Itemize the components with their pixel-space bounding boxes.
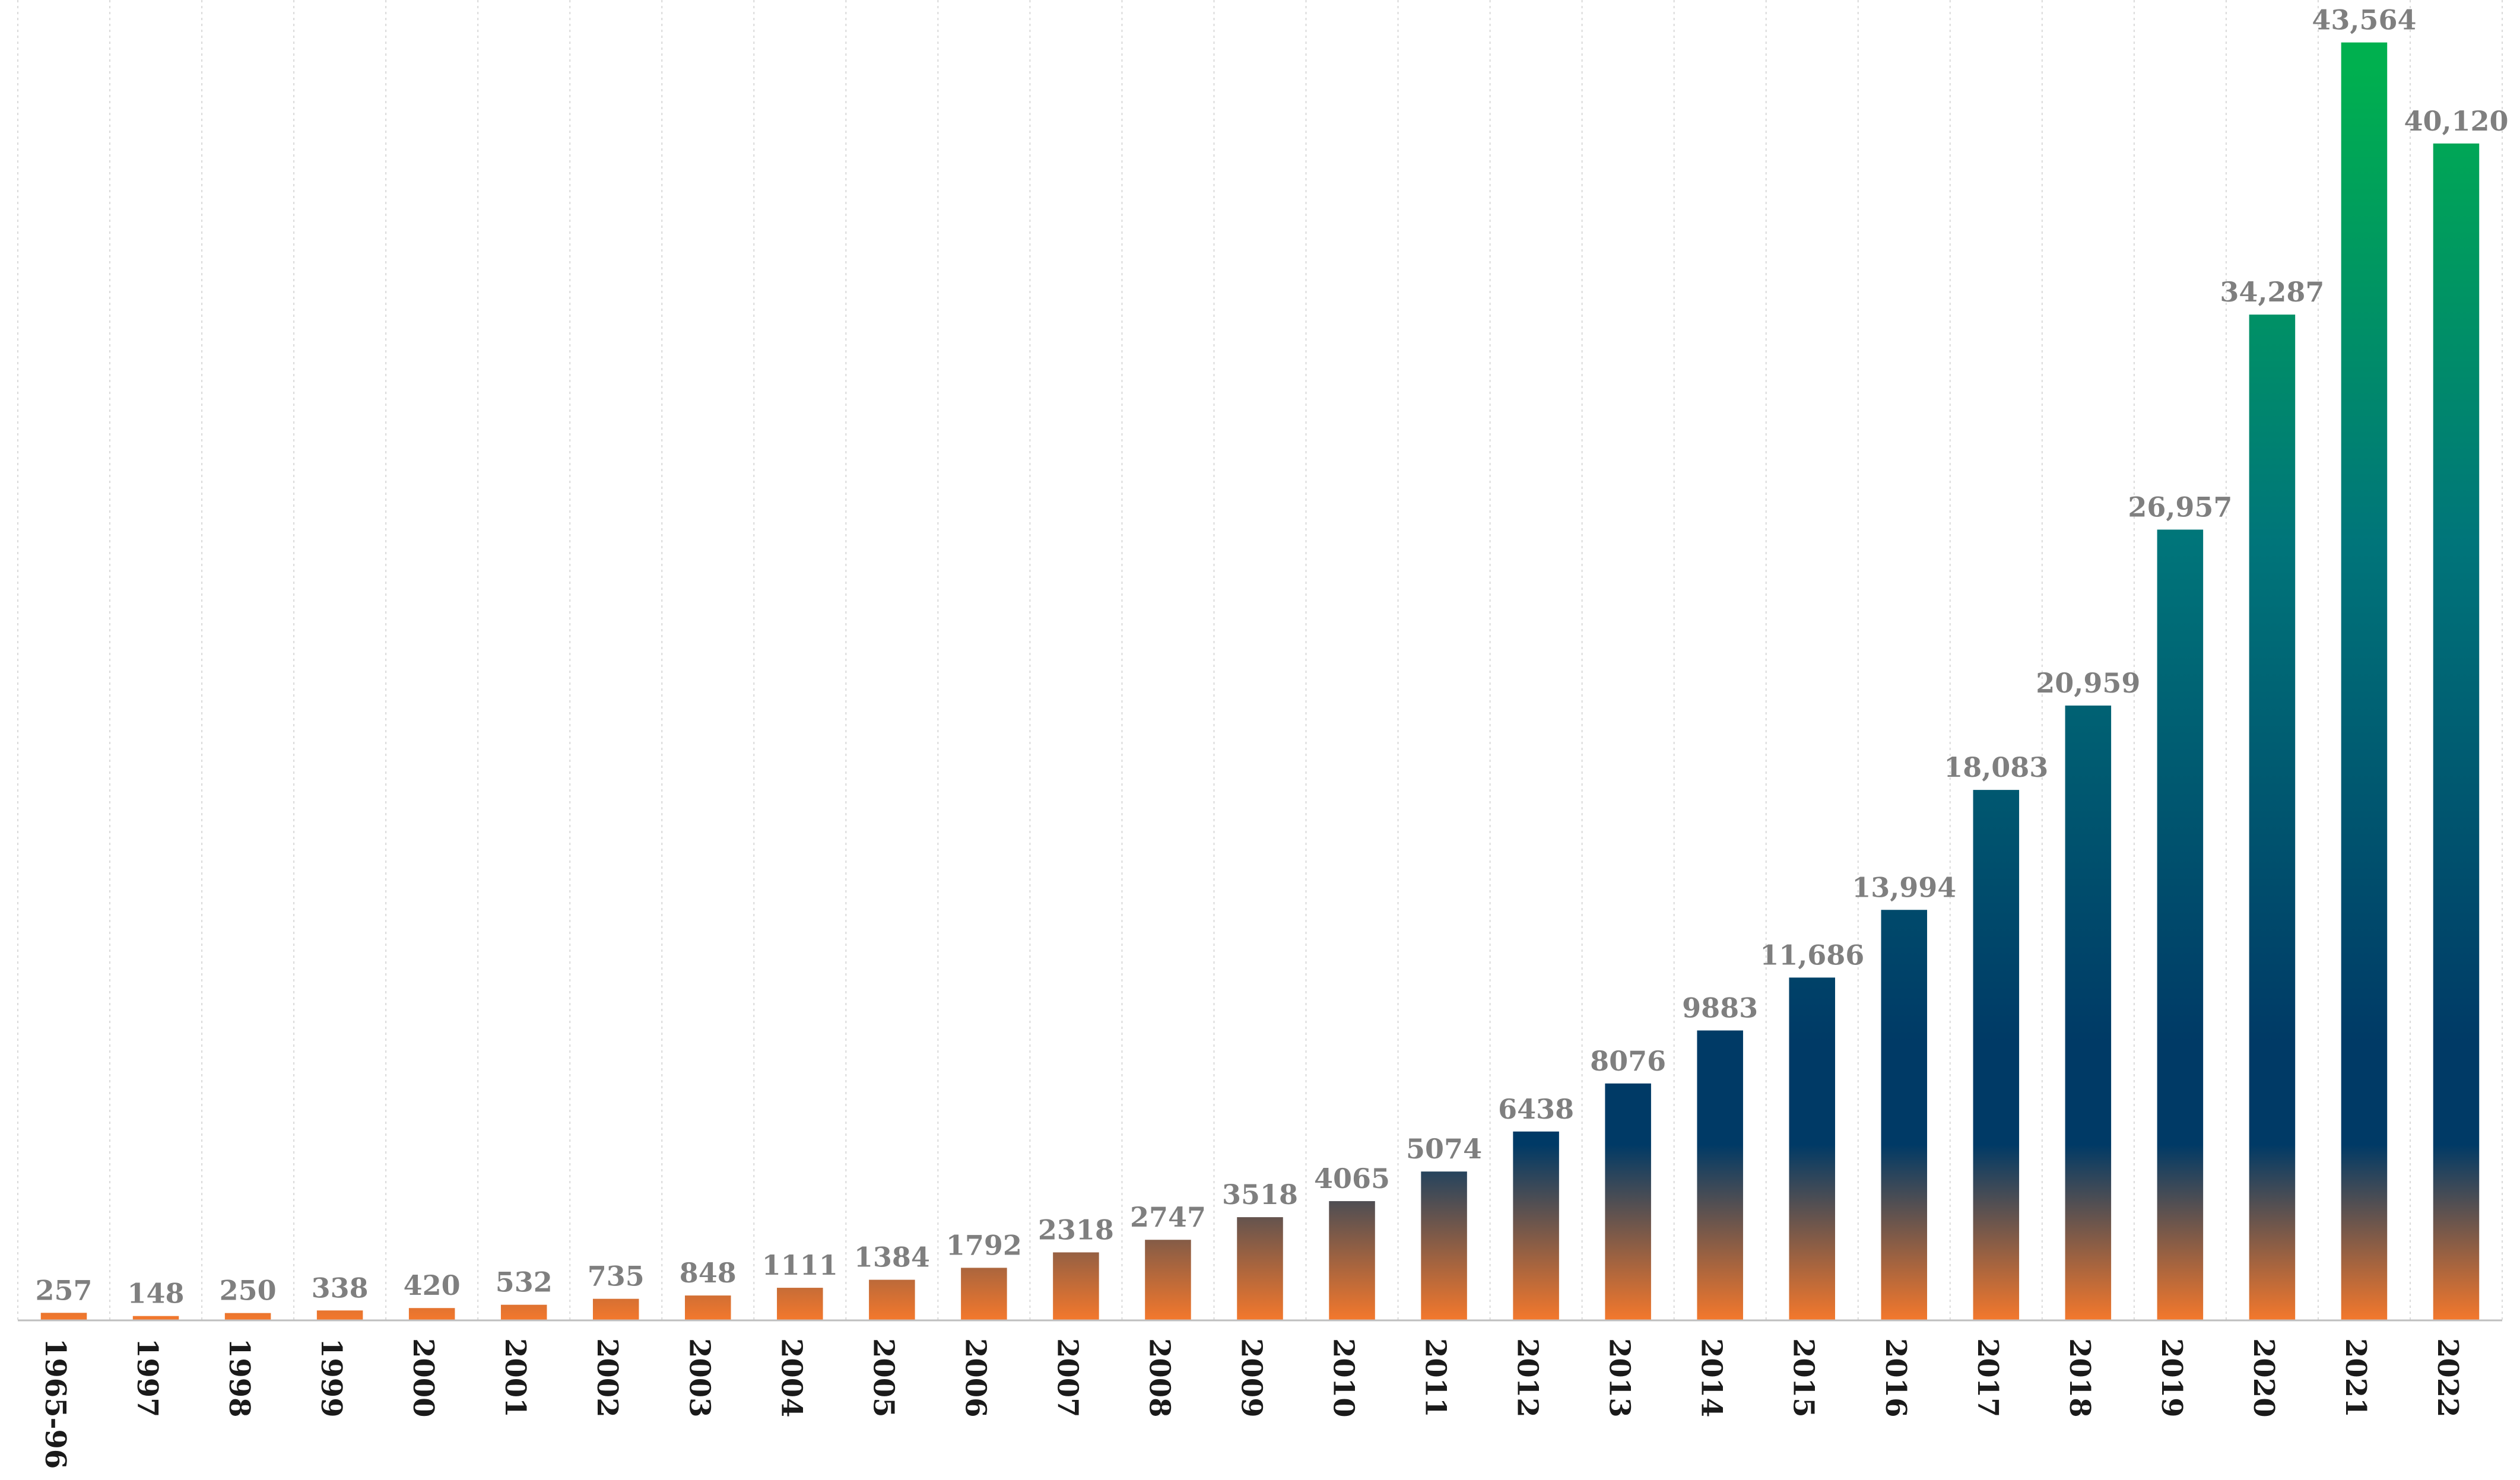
value-label: 4065	[1314, 1163, 1390, 1195]
x-tick-label: 2005	[867, 1338, 900, 1418]
bar-2000	[408, 1308, 455, 1320]
bar-1998	[224, 1313, 271, 1320]
value-label: 250	[220, 1275, 277, 1307]
bars	[40, 42, 2480, 1321]
bar-2011	[1421, 1171, 1467, 1320]
value-labels: 257 148 250 338 420 532 735 848 1111 1384 1792 2318…	[36, 4, 2509, 1310]
value-label: 1792	[946, 1229, 1022, 1261]
x-tick-label: 2009	[1235, 1338, 1268, 1418]
value-label: 18,083	[1944, 751, 2048, 783]
bar-2009	[1237, 1217, 1283, 1320]
value-label: 338	[312, 1272, 369, 1304]
x-tick-label: 2006	[959, 1338, 992, 1418]
x-tick-label: 2008	[1142, 1338, 1176, 1418]
x-tick-label: 2019	[2155, 1338, 2188, 1418]
x-axis-tick-labels: 1965-96 1997 1998 1999 2000 2001 2002 2003 2004 2…	[39, 1338, 2464, 1469]
bar-2017	[1973, 790, 2020, 1320]
bar-2007	[1053, 1252, 1099, 1320]
x-tick-label: 2010	[1327, 1338, 1360, 1418]
x-tick-label: 2016	[1879, 1338, 1912, 1418]
bar-2015	[1789, 977, 1835, 1320]
bar-2018	[2065, 705, 2112, 1320]
value-label: 1384	[854, 1241, 930, 1273]
x-tick-label: 2015	[1787, 1338, 1820, 1418]
value-label: 148	[128, 1278, 185, 1310]
bar-2012	[1513, 1131, 1559, 1320]
bar-2008	[1145, 1240, 1191, 1320]
x-tick-label: 2021	[2339, 1338, 2372, 1418]
bar-1965-96	[40, 1313, 87, 1320]
x-tick-label: 1965-96	[39, 1338, 72, 1469]
x-tick-label: 2001	[499, 1338, 532, 1418]
value-label: 34,287	[2220, 276, 2324, 308]
x-tick-label: 2012	[1511, 1338, 1544, 1418]
x-tick-label: 2002	[591, 1338, 624, 1418]
value-label: 848	[680, 1257, 737, 1289]
bar-1999	[316, 1310, 363, 1320]
bar-2020	[2249, 315, 2296, 1320]
value-label: 1111	[762, 1249, 838, 1281]
x-tick-label: 1999	[315, 1338, 348, 1418]
bar-1997	[132, 1316, 179, 1320]
bar-2014	[1697, 1030, 1743, 1320]
x-tick-label: 2000	[407, 1338, 440, 1418]
x-tick-label: 2022	[2431, 1338, 2464, 1418]
value-label: 257	[36, 1274, 93, 1306]
value-label: 735	[588, 1260, 645, 1292]
bar-2010	[1329, 1201, 1375, 1320]
value-label: 43,564	[2312, 4, 2416, 36]
x-tick-label: 2007	[1050, 1338, 1084, 1418]
bar-2013	[1605, 1083, 1651, 1320]
x-tick-label: 2004	[775, 1338, 808, 1418]
value-label: 13,994	[1852, 871, 1956, 903]
value-label: 3518	[1222, 1179, 1298, 1211]
value-label: 9883	[1682, 992, 1758, 1024]
bar-2019	[2157, 529, 2204, 1320]
value-label: 2747	[1130, 1201, 1206, 1233]
value-label: 40,120	[2404, 105, 2508, 137]
x-tick-label: 2018	[2063, 1338, 2096, 1418]
value-label: 2318	[1038, 1214, 1114, 1246]
x-tick-label: 2020	[2247, 1338, 2280, 1418]
value-label: 6438	[1498, 1093, 1574, 1125]
value-label: 11,686	[1760, 939, 1864, 971]
bar-2005	[869, 1279, 915, 1320]
x-tick-label: 1998	[223, 1338, 256, 1418]
x-tick-label: 2017	[1971, 1338, 2004, 1418]
value-label: 5074	[1406, 1133, 1482, 1165]
x-tick-label: 2011	[1419, 1338, 1452, 1418]
x-tick-label: 1997	[131, 1338, 164, 1418]
bar-2021	[2341, 42, 2388, 1321]
bar-2001	[500, 1304, 547, 1320]
grid-lines	[17, 0, 2503, 1320]
bar-2006	[961, 1268, 1007, 1320]
bar-2003	[685, 1295, 731, 1320]
x-tick-label: 2014	[1695, 1338, 1728, 1418]
value-label: 532	[496, 1266, 553, 1298]
value-label: 420	[404, 1269, 461, 1301]
value-label: 20,959	[2036, 667, 2140, 699]
value-label: 26,957	[2128, 491, 2232, 523]
bar-2002	[592, 1298, 639, 1320]
bar-2004	[777, 1288, 823, 1320]
value-label: 8076	[1590, 1045, 1666, 1077]
x-tick-label: 2003	[683, 1338, 716, 1418]
bar-2016	[1881, 910, 1928, 1320]
bar-2022	[2433, 143, 2480, 1321]
x-tick-label: 2013	[1603, 1338, 1636, 1418]
